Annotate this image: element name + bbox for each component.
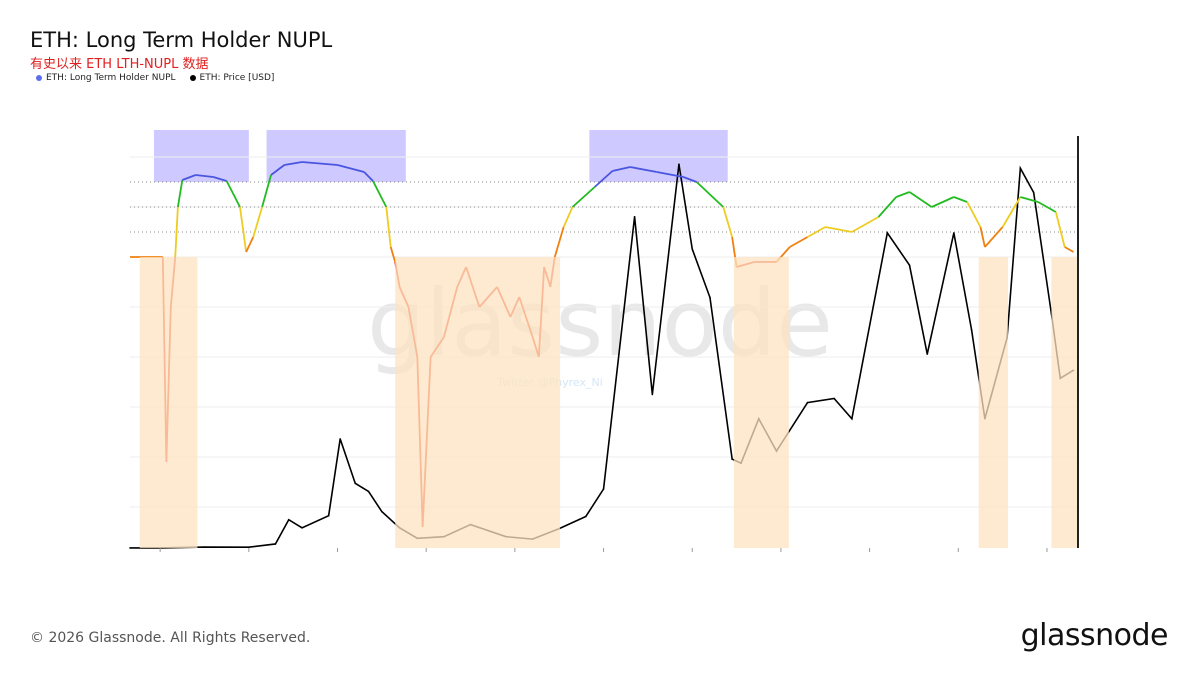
- nupl-segment: [825, 226, 853, 233]
- nupl-segment: [979, 226, 986, 248]
- nupl-segment: [1054, 211, 1066, 248]
- nupl-segment: [683, 176, 697, 183]
- price-point: [287, 518, 290, 521]
- price-point: [926, 353, 929, 355]
- price-point: [886, 232, 889, 234]
- nupl-segment: [553, 226, 565, 258]
- nupl-segment: [239, 206, 248, 253]
- price-point: [633, 215, 636, 218]
- price-point: [806, 401, 809, 404]
- price-point: [248, 546, 250, 548]
- nupl-segment: [984, 226, 1004, 248]
- nupl-segment: [372, 180, 388, 208]
- price-point: [1019, 167, 1022, 170]
- capitulation-zone: [139, 257, 198, 548]
- nupl-segment: [966, 201, 982, 228]
- nupl-segment: [389, 246, 397, 263]
- euphoria-zone: [153, 130, 249, 182]
- legend-item-nupl[interactable]: ETH: Long Term Holder NUPL: [36, 73, 176, 83]
- nupl-segment: [909, 191, 933, 208]
- euphoria-zone: [589, 130, 728, 182]
- nupl-segment: [1037, 201, 1057, 213]
- nupl-segment: [895, 191, 910, 198]
- price-point: [339, 438, 341, 440]
- nupl-segment: [195, 174, 214, 178]
- nupl-segment: [261, 174, 272, 208]
- price-point: [203, 546, 206, 548]
- euphoria-zone: [266, 130, 406, 182]
- nupl-segment: [363, 171, 374, 182]
- nupl-segment: [1001, 196, 1022, 228]
- nupl-segment: [245, 236, 255, 253]
- price-point: [381, 510, 383, 513]
- nupl-segment: [696, 181, 724, 208]
- price-point: [651, 393, 654, 396]
- price-point: [851, 417, 853, 420]
- nupl-segment: [385, 206, 392, 248]
- nupl-segment: [1020, 196, 1039, 203]
- chart-legend: ETH: Long Term Holder NUPL ETH: Price [U…: [36, 73, 274, 83]
- nupl-segment: [174, 206, 179, 258]
- price-point: [970, 329, 973, 331]
- nupl-segment: [284, 161, 303, 166]
- legend-dot-icon: [189, 74, 196, 81]
- glassnode-logo: glassnode: [1020, 618, 1169, 653]
- capitulation-zone: [733, 257, 789, 548]
- price-point: [731, 458, 733, 460]
- price-point: [953, 232, 955, 234]
- nupl-segment: [931, 196, 955, 208]
- nupl-segment: [612, 166, 631, 172]
- nupl-segment: [270, 164, 285, 176]
- nupl-segment: [225, 180, 241, 208]
- price-point: [1032, 191, 1035, 194]
- price-point: [129, 547, 131, 549]
- page-subtitle: 有史以来 ETH LTH-NUPL 数据: [30, 57, 209, 72]
- price-point: [709, 296, 711, 299]
- nupl-segment: [629, 166, 657, 173]
- nupl-segment: [176, 179, 184, 208]
- capitulation-zone: [978, 257, 1008, 548]
- nupl-segment: [789, 236, 808, 248]
- nupl-segment: [594, 170, 614, 188]
- page-title: ETH: Long Term Holder NUPL: [30, 28, 333, 52]
- price-point: [908, 264, 911, 267]
- price-point: [585, 515, 587, 518]
- nupl-segment: [571, 186, 596, 208]
- copyright: © 2026 Glassnode. All Rights Reserved.: [30, 630, 311, 646]
- nupl-segment: [953, 196, 968, 203]
- nupl-segment: [807, 226, 826, 238]
- price-point: [678, 163, 680, 165]
- nupl-segment: [722, 206, 734, 238]
- legend-dot-icon: [36, 74, 42, 81]
- nupl-segment: [337, 164, 365, 173]
- legend-item-price[interactable]: ETH: Price [USD]: [189, 73, 274, 83]
- nupl-segment: [301, 161, 338, 166]
- price-point: [274, 543, 277, 545]
- price-point: [354, 482, 357, 485]
- capitulation-zone: [1051, 257, 1078, 548]
- nupl-segment: [562, 206, 574, 228]
- price-point: [602, 488, 605, 490]
- nupl-segment: [851, 216, 879, 233]
- nupl-segment: [1064, 246, 1075, 253]
- nupl-segment: [656, 171, 684, 178]
- nupl-segment: [182, 174, 196, 181]
- price-point: [367, 490, 370, 493]
- price-point: [301, 527, 303, 529]
- nupl-segment: [213, 176, 227, 182]
- nupl-segment: [877, 196, 897, 218]
- capitulation-zone: [395, 257, 561, 548]
- nupl-segment: [252, 206, 263, 238]
- price-point: [691, 248, 694, 250]
- price-point: [327, 514, 330, 517]
- price-point: [833, 397, 835, 400]
